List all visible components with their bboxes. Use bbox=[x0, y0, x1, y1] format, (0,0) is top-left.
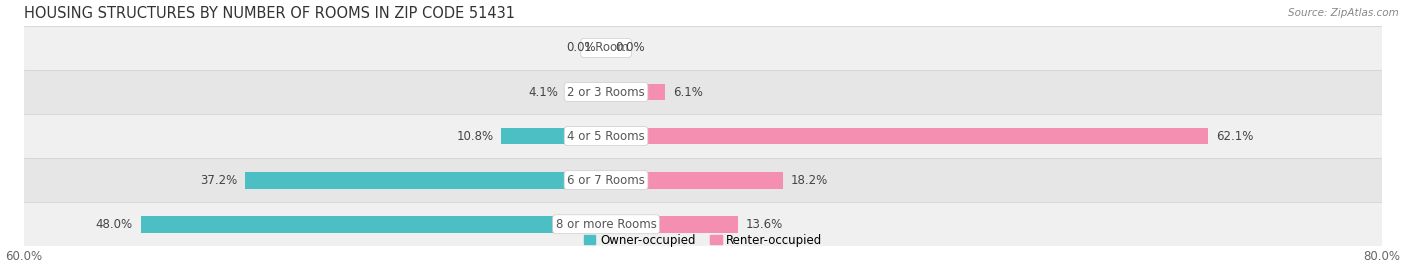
Bar bbox=[567, 84, 606, 100]
Bar bbox=[24, 114, 1382, 158]
Text: 8 or more Rooms: 8 or more Rooms bbox=[555, 218, 657, 231]
Bar bbox=[245, 172, 606, 189]
Text: 13.6%: 13.6% bbox=[745, 218, 783, 231]
Text: HOUSING STRUCTURES BY NUMBER OF ROOMS IN ZIP CODE 51431: HOUSING STRUCTURES BY NUMBER OF ROOMS IN… bbox=[24, 6, 515, 20]
Text: 18.2%: 18.2% bbox=[790, 174, 828, 187]
Bar bbox=[141, 216, 606, 233]
Bar bbox=[24, 26, 1382, 70]
Bar bbox=[606, 128, 1208, 144]
Text: 0.0%: 0.0% bbox=[616, 41, 645, 54]
Bar bbox=[502, 128, 606, 144]
Text: 6.1%: 6.1% bbox=[673, 86, 703, 98]
Bar bbox=[24, 202, 1382, 246]
Text: 37.2%: 37.2% bbox=[200, 174, 238, 187]
Text: Source: ZipAtlas.com: Source: ZipAtlas.com bbox=[1288, 8, 1399, 18]
Text: 1 Room: 1 Room bbox=[583, 41, 628, 54]
Text: 48.0%: 48.0% bbox=[96, 218, 132, 231]
Text: 0.0%: 0.0% bbox=[567, 41, 596, 54]
Legend: Owner-occupied, Renter-occupied: Owner-occupied, Renter-occupied bbox=[579, 229, 827, 252]
Text: 2 or 3 Rooms: 2 or 3 Rooms bbox=[567, 86, 645, 98]
Text: 4 or 5 Rooms: 4 or 5 Rooms bbox=[567, 130, 645, 143]
Bar bbox=[606, 84, 665, 100]
Bar bbox=[24, 158, 1382, 202]
Bar bbox=[606, 172, 783, 189]
Text: 62.1%: 62.1% bbox=[1216, 130, 1254, 143]
Text: 6 or 7 Rooms: 6 or 7 Rooms bbox=[567, 174, 645, 187]
Text: 4.1%: 4.1% bbox=[529, 86, 558, 98]
Text: 10.8%: 10.8% bbox=[457, 130, 494, 143]
Bar bbox=[606, 216, 738, 233]
Bar bbox=[24, 70, 1382, 114]
